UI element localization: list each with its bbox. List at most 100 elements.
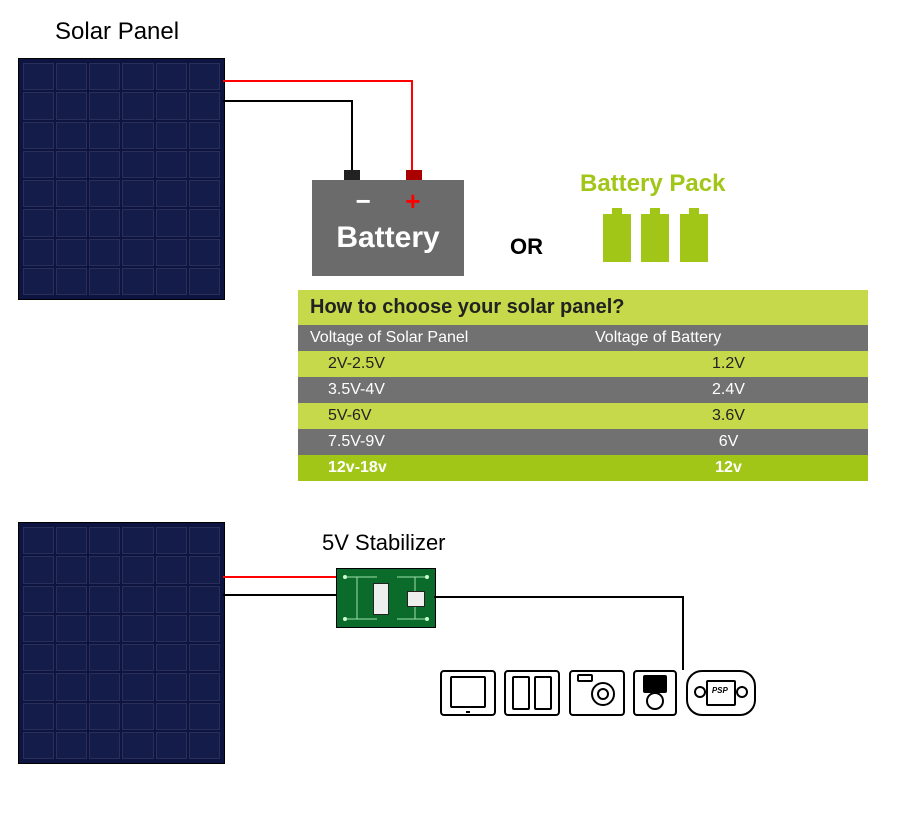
solar-cell bbox=[189, 180, 220, 207]
solar-cell bbox=[156, 209, 187, 236]
solar-cell bbox=[122, 527, 153, 554]
battery-cell-icon bbox=[603, 214, 631, 262]
solar-cell bbox=[156, 586, 187, 613]
table-cell: 1.2V bbox=[589, 351, 868, 377]
solar-cell bbox=[122, 268, 153, 295]
solar-cell bbox=[122, 122, 153, 149]
solar-cell bbox=[56, 239, 87, 266]
table-header: Voltage of Solar Panel Voltage of Batter… bbox=[298, 325, 868, 351]
solar-cell bbox=[189, 122, 220, 149]
table-cell: 6V bbox=[589, 429, 868, 455]
solar-cell bbox=[156, 151, 187, 178]
or-label: OR bbox=[510, 234, 543, 260]
solar-cell bbox=[89, 732, 120, 759]
solar-cell bbox=[23, 151, 54, 178]
solar-grid-2 bbox=[23, 527, 220, 759]
pcb-chip-2 bbox=[407, 591, 425, 607]
table-cell: 12v bbox=[589, 455, 868, 481]
table-cell: 2.4V bbox=[589, 377, 868, 403]
solar-cell bbox=[56, 703, 87, 730]
solar-cell bbox=[189, 527, 220, 554]
solar-cell bbox=[122, 209, 153, 236]
solar-panel-1 bbox=[18, 58, 225, 300]
solar-cell bbox=[23, 180, 54, 207]
solar-cell bbox=[23, 644, 54, 671]
solar-cell bbox=[89, 239, 120, 266]
phones-icon bbox=[504, 670, 560, 716]
tablet-icon bbox=[440, 670, 496, 716]
solar-cell bbox=[89, 527, 120, 554]
wire-to-devices-h bbox=[434, 596, 684, 598]
solar-cell bbox=[89, 556, 120, 583]
solar-cell bbox=[56, 586, 87, 613]
solar-cell bbox=[122, 732, 153, 759]
wire-black-2 bbox=[223, 594, 336, 596]
solar-cell bbox=[23, 209, 54, 236]
pcb-chip-1 bbox=[373, 583, 389, 615]
solar-cell bbox=[89, 268, 120, 295]
solar-cell bbox=[23, 268, 54, 295]
plus-icon: + bbox=[405, 186, 420, 216]
solar-cell bbox=[56, 151, 87, 178]
solar-cell bbox=[23, 556, 54, 583]
solar-cell bbox=[56, 209, 87, 236]
solar-cell bbox=[23, 615, 54, 642]
solar-cell bbox=[122, 615, 153, 642]
solar-cell bbox=[23, 63, 54, 90]
minus-icon: − bbox=[356, 186, 371, 216]
mp3-icon bbox=[633, 670, 677, 716]
solar-cell bbox=[122, 151, 153, 178]
table-row: 2V-2.5V1.2V bbox=[298, 351, 868, 377]
battery-pack-cells bbox=[600, 214, 711, 267]
solar-cell bbox=[189, 615, 220, 642]
solar-cell bbox=[23, 122, 54, 149]
psp-icon: PSP bbox=[686, 670, 756, 716]
solar-cell bbox=[56, 63, 87, 90]
solar-cell bbox=[122, 180, 153, 207]
table-row: 12v-18v12v bbox=[298, 455, 868, 481]
table-cell: 2V-2.5V bbox=[298, 351, 589, 377]
solar-cell bbox=[89, 63, 120, 90]
table-cell: 12v-18v bbox=[298, 455, 589, 481]
table-row: 5V-6V3.6V bbox=[298, 403, 868, 429]
table-cell: 3.5V-4V bbox=[298, 377, 589, 403]
stabilizer-label: 5V Stabilizer bbox=[322, 530, 446, 556]
solar-cell bbox=[189, 673, 220, 700]
solar-cell bbox=[56, 527, 87, 554]
wire-black-1 bbox=[223, 100, 353, 102]
solar-cell bbox=[189, 703, 220, 730]
solar-cell bbox=[89, 92, 120, 119]
solar-cell bbox=[89, 703, 120, 730]
solar-cell bbox=[156, 92, 187, 119]
solar-cell bbox=[122, 239, 153, 266]
solar-cell bbox=[122, 703, 153, 730]
solar-cell bbox=[56, 615, 87, 642]
wire-black-1b bbox=[351, 100, 353, 180]
solar-cell bbox=[189, 239, 220, 266]
solar-panel-title: Solar Panel bbox=[55, 18, 179, 46]
solar-cell bbox=[89, 122, 120, 149]
solar-panel-2 bbox=[18, 522, 225, 764]
solar-cell bbox=[189, 63, 220, 90]
solar-cell bbox=[189, 209, 220, 236]
solar-cell bbox=[56, 92, 87, 119]
solar-cell bbox=[56, 732, 87, 759]
battery-terminal-neg bbox=[344, 170, 360, 180]
solar-cell bbox=[156, 556, 187, 583]
solar-cell bbox=[156, 644, 187, 671]
solar-cell bbox=[189, 556, 220, 583]
stabilizer-pcb bbox=[336, 568, 436, 628]
solar-cell bbox=[156, 703, 187, 730]
solar-cell bbox=[23, 239, 54, 266]
solar-cell bbox=[189, 732, 220, 759]
battery-pack-title: Battery Pack bbox=[580, 170, 725, 198]
solar-cell bbox=[189, 268, 220, 295]
solar-cell bbox=[189, 92, 220, 119]
solar-cell bbox=[156, 732, 187, 759]
solar-cell bbox=[122, 673, 153, 700]
solar-cell bbox=[56, 268, 87, 295]
solar-cell bbox=[89, 209, 120, 236]
solar-cell bbox=[122, 586, 153, 613]
solar-cell bbox=[23, 673, 54, 700]
solar-cell bbox=[156, 122, 187, 149]
